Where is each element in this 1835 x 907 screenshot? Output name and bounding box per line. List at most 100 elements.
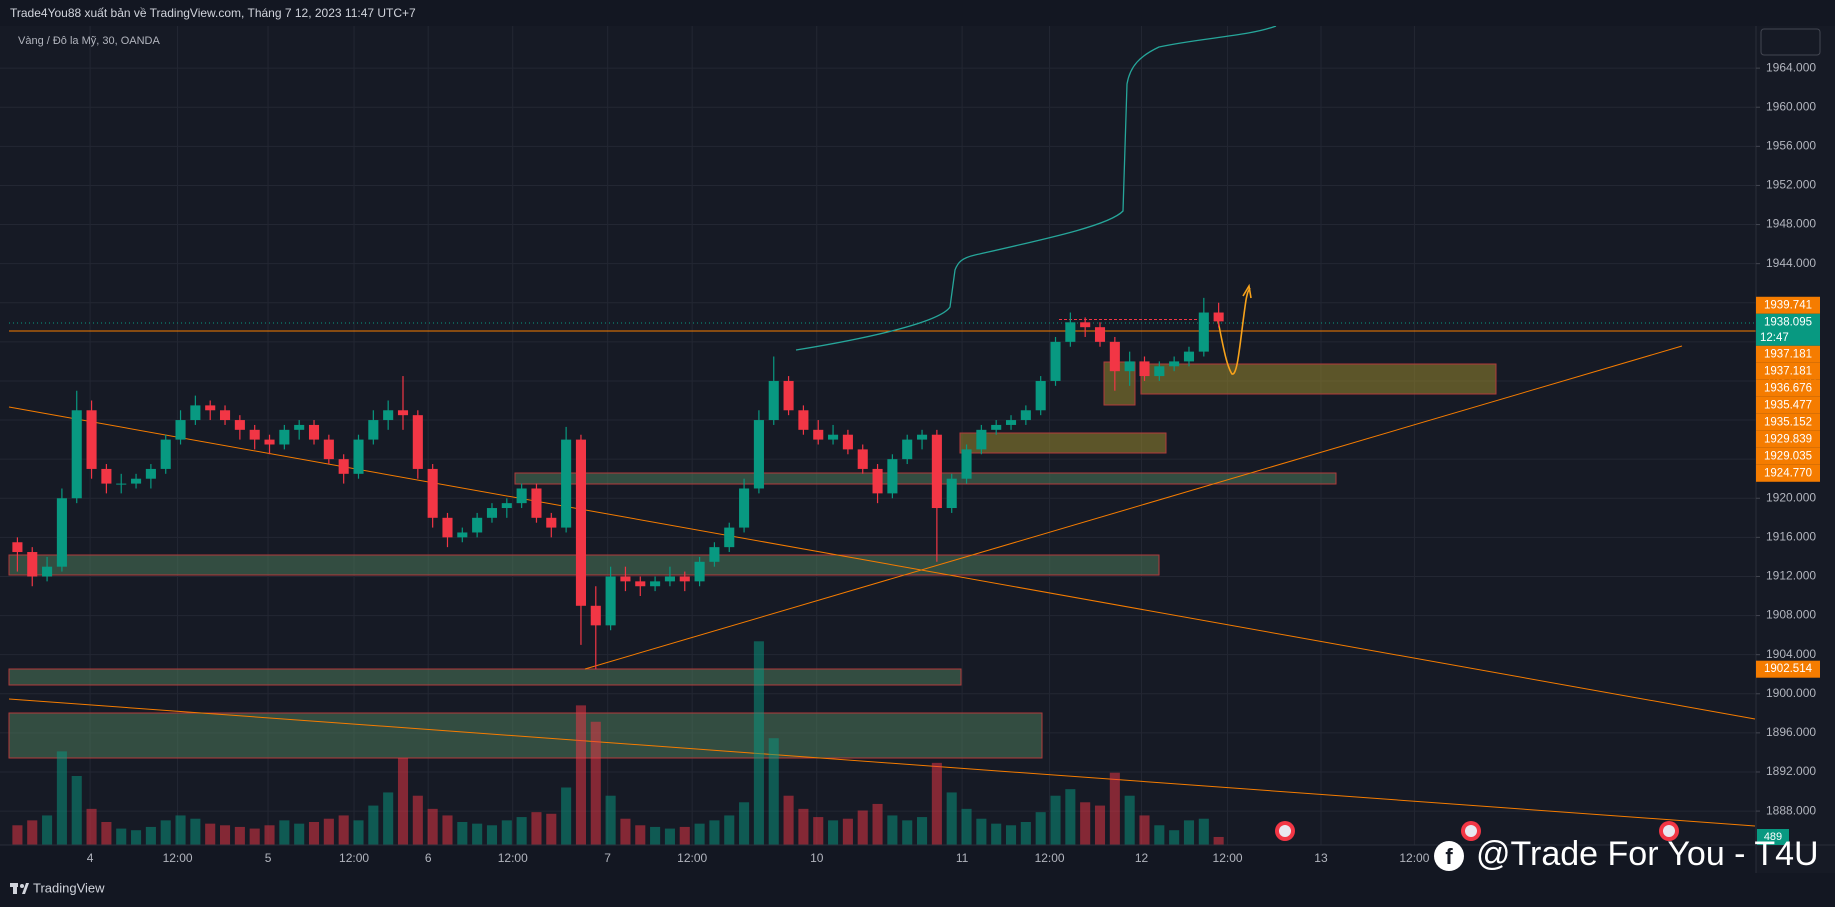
header: Trade4You88 xuất bản về TradingView.com,… <box>10 6 416 20</box>
y-tick-label: 1908.000 <box>1766 608 1816 622</box>
y-tick-label: 1964.000 <box>1766 60 1816 74</box>
volume-bar <box>190 818 201 845</box>
axis-button[interactable] <box>1760 28 1821 56</box>
x-tick-label: 12:00 <box>1213 851 1243 865</box>
price-label-box <box>1756 660 1820 678</box>
volume-bar <box>931 762 942 845</box>
volume-bar <box>234 826 245 845</box>
candle-body <box>219 410 231 421</box>
candle-body <box>753 420 764 489</box>
candle-body <box>768 380 779 421</box>
zone <box>1140 363 1497 395</box>
brand-logo <box>10 883 29 894</box>
candle-body <box>917 434 928 440</box>
x-tick-label: 5 <box>265 851 272 865</box>
volume-bar <box>1020 822 1031 845</box>
volume-bar <box>1124 795 1135 845</box>
candle-body <box>12 542 23 553</box>
candle-body <box>249 429 260 440</box>
volume-bar <box>472 823 483 845</box>
volume-bar <box>546 813 557 845</box>
volume-bar <box>1198 818 1209 845</box>
volume-bar <box>709 820 720 845</box>
volume-bar <box>813 817 824 845</box>
volume-bar <box>368 805 379 845</box>
volume-bar <box>1183 820 1195 845</box>
price-label-box <box>1756 413 1820 431</box>
candle-body <box>294 424 305 430</box>
axes: 1888.000 1892.000 1896.000 1900.000 1904.000… <box>87 60 1820 865</box>
volume-bar <box>1035 812 1046 845</box>
candle-body <box>546 517 557 528</box>
volume-bar <box>383 792 394 845</box>
volume-bar <box>353 820 364 845</box>
indicator-curve <box>795 25 1277 351</box>
price-label: 1935.477 <box>1764 399 1812 411</box>
candle-body <box>798 410 809 430</box>
volume-bar <box>635 825 646 845</box>
x-tick-label: 7 <box>604 851 611 865</box>
x-tick-label: 12:00 <box>1035 851 1065 865</box>
candle-body <box>1065 322 1076 342</box>
price-label: 1939.741 <box>1764 299 1812 311</box>
price-label-box <box>1756 447 1820 465</box>
volume-bar <box>279 820 290 845</box>
symbol: Vàng / Đô la Mỹ, 30, OANDA <box>18 35 160 47</box>
price-label: 1937.181 <box>1764 365 1812 377</box>
volume-bar <box>946 792 957 845</box>
volume-bar <box>590 721 601 845</box>
volume-bar <box>1080 802 1091 845</box>
candle-body <box>264 439 275 445</box>
volume-bar <box>219 825 231 845</box>
volume-bar <box>131 830 142 845</box>
volume-bar <box>427 808 438 845</box>
candle-body <box>1124 361 1135 372</box>
volume-bar <box>116 828 127 845</box>
y-tick-label: 1948.000 <box>1766 217 1816 231</box>
x-tick-label: 12:00 <box>498 851 528 865</box>
y-tick-label: 1952.000 <box>1766 178 1816 192</box>
price-label: 1902.514 <box>1764 663 1813 675</box>
volume-bar <box>175 815 186 845</box>
volume-bar <box>56 751 67 845</box>
volume-bar <box>961 808 972 845</box>
volume-bar <box>145 826 156 845</box>
y-tick-label: 1912.000 <box>1766 569 1816 583</box>
price-label: 1929.035 <box>1764 450 1812 462</box>
candle-body <box>56 498 67 567</box>
candle-body <box>71 410 82 499</box>
candle-body <box>531 488 542 518</box>
volume-bar <box>249 828 260 845</box>
volume-bar <box>86 808 97 845</box>
candle-body <box>724 527 735 548</box>
trend-line <box>8 698 1756 827</box>
event-icons <box>1275 821 1679 841</box>
price-label: 1936.676 <box>1764 382 1812 394</box>
chart-pane <box>0 26 1756 845</box>
price-label-box <box>1756 464 1820 482</box>
x-tick-label: 12:00 <box>339 851 369 865</box>
brand: TradingView <box>33 880 105 895</box>
volume-bar <box>575 705 586 845</box>
volume-bar <box>650 826 661 845</box>
watermark-text: @Trade For You - T4U <box>1476 835 1819 873</box>
volume-bar <box>12 825 23 845</box>
candle-body <box>1005 420 1017 425</box>
footer-bar <box>0 873 1835 907</box>
x-tick-label: 13 <box>1314 851 1328 865</box>
price-label-box <box>1756 296 1820 314</box>
price-label-box <box>1756 313 1820 346</box>
candle-body <box>383 410 394 421</box>
x-tick-label: 6 <box>425 851 432 865</box>
y-tick-label: 1896.000 <box>1766 725 1816 739</box>
candle-body <box>353 439 364 474</box>
volume-bar <box>531 812 542 845</box>
candle-body <box>1080 322 1091 328</box>
volume-bar <box>679 826 690 845</box>
candle-body <box>1169 361 1180 367</box>
projection-arrow <box>1242 283 1252 299</box>
candle-body <box>442 517 453 538</box>
candle-body <box>131 478 142 484</box>
x-tick-label: 12 <box>1135 851 1149 865</box>
